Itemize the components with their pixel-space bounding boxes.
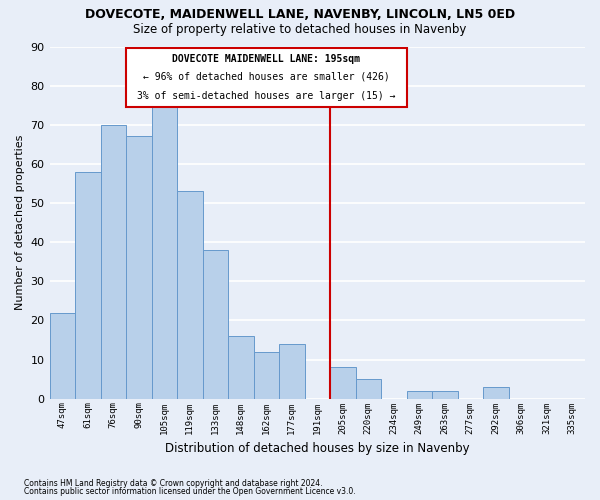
Bar (101, 125, 126, 398)
Bar (279, 344, 305, 399)
Bar (75, 172, 101, 398)
Text: Contains HM Land Registry data © Crown copyright and database right 2024.: Contains HM Land Registry data © Crown c… (24, 478, 323, 488)
Bar (483, 387, 509, 398)
Bar (126, 48, 407, 107)
Bar (126, 136, 152, 398)
Text: ← 96% of detached houses are smaller (426): ← 96% of detached houses are smaller (42… (143, 72, 389, 82)
Text: DOVECOTE, MAIDENWELL LANE, NAVENBY, LINCOLN, LN5 0ED: DOVECOTE, MAIDENWELL LANE, NAVENBY, LINC… (85, 8, 515, 20)
X-axis label: Distribution of detached houses by size in Navenby: Distribution of detached houses by size … (165, 442, 470, 455)
Text: 3% of semi-detached houses are larger (15) →: 3% of semi-detached houses are larger (1… (137, 92, 395, 102)
Text: Contains public sector information licensed under the Open Government Licence v3: Contains public sector information licen… (24, 487, 356, 496)
Bar (356, 379, 381, 398)
Bar (50, 312, 75, 398)
Bar (407, 391, 432, 398)
Y-axis label: Number of detached properties: Number of detached properties (15, 135, 25, 310)
Bar (203, 250, 228, 398)
Bar (177, 192, 203, 398)
Bar (432, 391, 458, 398)
Bar (228, 336, 254, 398)
Text: DOVECOTE MAIDENWELL LANE: 195sqm: DOVECOTE MAIDENWELL LANE: 195sqm (172, 54, 360, 64)
Bar (152, 105, 177, 399)
Bar (254, 352, 279, 399)
Text: Size of property relative to detached houses in Navenby: Size of property relative to detached ho… (133, 22, 467, 36)
Bar (330, 368, 356, 398)
